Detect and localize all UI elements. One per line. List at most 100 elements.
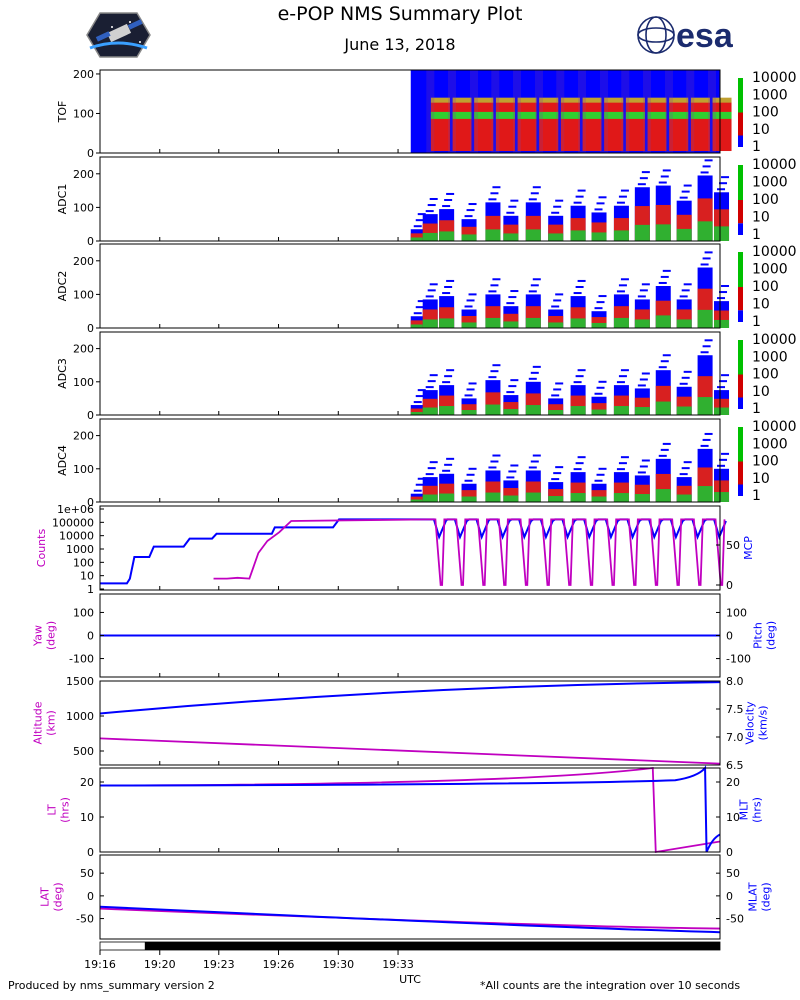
- y-tick-label: 10: [80, 570, 94, 583]
- adc-sparse-count: [427, 467, 436, 470]
- adc-sparse-count: [575, 462, 584, 465]
- adc-sparse-count: [719, 458, 728, 461]
- adc-sparse-count: [532, 454, 541, 457]
- adc-sparse-count: [721, 284, 730, 287]
- adc-sparse-count: [506, 476, 515, 479]
- adc-sparse-count: [662, 442, 671, 445]
- colorbar-green: [738, 78, 743, 113]
- adc-sparse-count: [530, 460, 539, 463]
- adc-sparse-count: [466, 473, 475, 476]
- adc-sparse-count: [620, 456, 629, 459]
- adc-sparse-count: [658, 454, 667, 457]
- adc-sparse-count: [662, 269, 671, 272]
- adc-sparse-count: [425, 386, 434, 389]
- adc-burst-green: [591, 232, 607, 241]
- adc-sparse-count: [618, 375, 627, 378]
- adc-sparse-count: [700, 263, 709, 266]
- adc-burst-green: [714, 226, 730, 241]
- adc-sparse-count: [620, 369, 629, 372]
- y-tick-label: 100000: [52, 516, 94, 529]
- adc-burst-green: [422, 494, 438, 502]
- adc-burst-red: [591, 317, 607, 328]
- adc-sparse-count: [641, 372, 650, 375]
- adc-sparse-count: [488, 290, 497, 293]
- adc-sparse-count: [577, 279, 586, 282]
- adc-sparse-count: [508, 296, 517, 299]
- y2-tick-label: 20: [726, 776, 740, 789]
- y-axis-label-left: Altitude(km): [32, 701, 58, 744]
- y-tick-label: 1: [87, 583, 94, 596]
- adc-sparse-count: [594, 208, 603, 211]
- adc-sparse-count: [662, 354, 671, 357]
- adc-sparse-count: [413, 489, 422, 492]
- colorbar-label: 1: [752, 139, 761, 155]
- colorbar-red: [738, 374, 743, 398]
- adc-sparse-count: [594, 307, 603, 310]
- adc-burst-green: [613, 493, 629, 502]
- adc-burst-green: [697, 309, 713, 328]
- adc-burst-red: [591, 490, 607, 502]
- tof-band-100: [669, 111, 689, 119]
- adc-sparse-count: [444, 375, 453, 378]
- y2-tick-label: 8.0: [726, 675, 744, 688]
- adc-burst-green: [548, 322, 564, 328]
- adc-sparse-count: [679, 473, 688, 476]
- adc-burst-green: [613, 406, 629, 415]
- adc-sparse-count: [492, 364, 501, 367]
- adc-sparse-count: [641, 283, 650, 286]
- colorbar-label: 10000: [752, 332, 797, 348]
- adc-sparse-count: [528, 466, 537, 469]
- adc-burst-green: [525, 492, 541, 502]
- adc-sparse-count: [616, 201, 625, 204]
- adc-sparse-count: [553, 388, 562, 391]
- y-tick-label: 10: [80, 811, 94, 824]
- plot-date: June 13, 2018: [344, 35, 456, 54]
- adc-sparse-count: [417, 300, 426, 303]
- adc-sparse-count: [679, 382, 688, 385]
- adc-burst-green: [634, 224, 650, 241]
- adc-sparse-count: [413, 312, 422, 315]
- adc-sparse-count: [596, 202, 605, 205]
- y-tick-label: -50: [76, 913, 94, 926]
- adc-sparse-count: [510, 199, 519, 202]
- adc-sparse-count: [639, 177, 648, 180]
- y-tick-label: 200: [73, 255, 94, 268]
- mlt-line: [99, 765, 721, 853]
- adc-burst-green: [697, 221, 713, 241]
- adc-sparse-count: [510, 379, 519, 382]
- colorbar-label: 100: [752, 192, 779, 208]
- adc-sparse-count: [683, 283, 692, 286]
- adc-sparse-count: [446, 457, 455, 460]
- y-axis-label-left: Counts: [35, 529, 48, 568]
- adc-sparse-count: [442, 292, 451, 295]
- adc-sparse-count: [596, 473, 605, 476]
- y2-tick-label: 0: [726, 890, 733, 903]
- adc-sparse-count: [616, 290, 625, 293]
- adc-sparse-count: [641, 459, 650, 462]
- adc-burst-green: [422, 232, 438, 241]
- adc-burst-red: [410, 408, 426, 415]
- colorbar-red: [738, 461, 743, 485]
- y-tick-label: 200: [73, 343, 94, 356]
- y-tick-label: 50: [80, 867, 94, 880]
- adc-burst-green: [714, 319, 730, 328]
- adc-sparse-count: [490, 370, 499, 373]
- mlat-line: [99, 905, 721, 934]
- adc-burst-green: [591, 496, 607, 502]
- x-tick-label: 19:30: [322, 958, 354, 971]
- y-tick-label: 0: [87, 235, 94, 248]
- orbit-panel: 500 1000 1500 6.5 7.0 7.5 8.0 Altitude(km) Veloc…: [32, 675, 770, 772]
- colorbar-label: 1: [752, 488, 761, 504]
- colorbar-green: [738, 165, 743, 200]
- adc-burst-green: [548, 410, 564, 415]
- colorbar-label: 100: [752, 105, 779, 121]
- adc-sparse-count: [427, 289, 436, 292]
- x-tick-label: 19:23: [203, 958, 235, 971]
- adc-sparse-count: [681, 467, 690, 470]
- y-tick-label: 500: [73, 745, 94, 758]
- adc-sparse-count: [596, 386, 605, 389]
- panel-frame: [99, 854, 721, 940]
